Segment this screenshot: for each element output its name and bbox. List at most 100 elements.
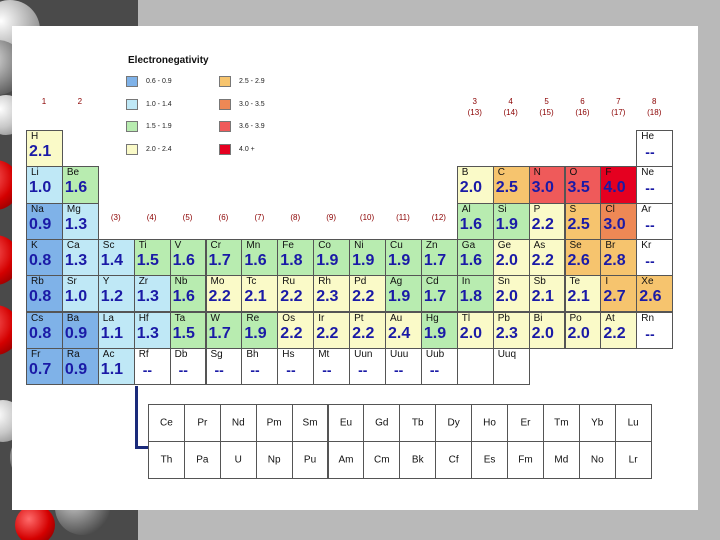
actinide-cell: U — [219, 441, 257, 479]
electronegativity-value: 1.2 — [100, 288, 124, 306]
electronegativity-value: -- — [358, 361, 368, 378]
electronegativity-value: 1.7 — [423, 251, 447, 269]
legend-label: 2.0 - 2.4 — [146, 146, 172, 153]
element-cell: Ba 0.9 — [61, 311, 99, 349]
element-symbol: Hf — [138, 312, 149, 324]
electronegativity-value: 2.2 — [603, 324, 626, 342]
element-cell: Mn 1.6 — [241, 238, 279, 277]
element-symbol: Sr — [66, 276, 77, 288]
element-cell: V 1.6 — [169, 238, 207, 277]
actinide-cell: Fm — [507, 441, 544, 479]
actinide-cell: Bk — [399, 441, 437, 479]
electronegativity-value: 1.9 — [423, 324, 447, 342]
electronegativity-value: 2.7 — [603, 288, 626, 306]
element-cell: Mt -- — [313, 347, 351, 386]
element-symbol: Rn — [641, 312, 655, 324]
electronegativity-value: 2.0 — [495, 288, 518, 306]
element-cell: Tl 2.0 — [456, 311, 494, 349]
electronegativity-value: 1.3 — [64, 215, 88, 233]
group-iupac-number: (13) — [467, 108, 482, 117]
element-cell: Ta 1.5 — [169, 311, 207, 349]
element-cell: Nb 1.6 — [169, 275, 207, 313]
electronegativity-value: 1.0 — [64, 288, 88, 306]
element-cell: Mo 2.2 — [205, 275, 243, 313]
element-cell: F 4.0 — [600, 166, 638, 204]
element-cell: Hf 1.3 — [133, 311, 171, 349]
group-number: (7) — [254, 213, 265, 222]
element-cell: K 0.8 — [26, 238, 63, 277]
electronegativity-value: 2.5 — [567, 215, 590, 233]
electronegativity-value: 1.3 — [64, 251, 88, 269]
electronegativity-value: 2.8 — [603, 251, 626, 269]
element-cell: Pb 2.3 — [492, 311, 530, 349]
electronegativity-value: 2.4 — [388, 324, 411, 342]
element-cell: Rh 2.3 — [313, 275, 351, 313]
legend-label: 0.6 - 0.9 — [146, 78, 172, 85]
element-cell: O 3.5 — [564, 166, 602, 204]
electronegativity-value: 1.9 — [388, 288, 411, 306]
lanthanide-cell: Sm — [291, 404, 329, 442]
element-symbol: Eu — [339, 417, 353, 429]
element-cell: He -- — [636, 130, 674, 168]
element-symbol: S — [569, 203, 577, 215]
lanthanide-cell: Pm — [255, 404, 293, 442]
legend-label: 1.5 - 1.9 — [146, 123, 172, 130]
electronegativity-value: 1.6 — [64, 179, 88, 197]
electronegativity-value: 2.2 — [208, 288, 231, 306]
group-label: (9) — [317, 212, 345, 223]
element-symbol: Y — [102, 276, 110, 288]
actinide-cell: Cf — [435, 441, 473, 479]
electronegativity-value: 1.3 — [136, 324, 159, 342]
electronegativity-value: 1.9 — [352, 251, 375, 269]
electronegativity-value: 2.2 — [531, 251, 554, 269]
actinide-cell: No — [578, 441, 616, 479]
element-cell: Br 2.8 — [600, 238, 638, 277]
group-number: (9) — [326, 213, 337, 222]
electronegativity-value: 1.9 — [316, 251, 339, 269]
element-symbol: Bk — [411, 454, 424, 466]
group-number: (12) — [431, 213, 446, 222]
element-symbol: Cr — [210, 239, 222, 251]
electronegativity-value: 3.5 — [567, 179, 590, 197]
electronegativity-value: 2.0 — [567, 324, 590, 342]
group-label: 3 (13) — [461, 96, 489, 118]
element-cell: Ca 1.3 — [61, 238, 99, 277]
element-symbol: Mg — [66, 203, 81, 215]
group-label: 7 (17) — [604, 96, 632, 118]
electronegativity-value: -- — [178, 361, 188, 378]
element-cell: Sb 2.1 — [528, 275, 566, 313]
element-cell: Be 1.6 — [61, 166, 99, 204]
electronegativity-value: 2.0 — [531, 324, 554, 342]
element-cell: At 2.2 — [600, 311, 638, 349]
element-cell: Uuu -- — [385, 347, 422, 386]
electronegativity-value: 2.3 — [316, 288, 339, 306]
element-cell: Uuq — [492, 347, 530, 386]
element-symbol: Co — [318, 239, 331, 251]
element-symbol: Pb — [497, 312, 510, 324]
lanthanide-cell: Tm — [542, 404, 580, 442]
element-symbol: Zr — [138, 276, 149, 288]
group-iupac-number: (15) — [539, 108, 554, 117]
element-symbol: La — [102, 312, 114, 324]
element-cell: Ne -- — [636, 166, 674, 204]
electronegativity-value: -- — [214, 361, 224, 378]
element-symbol: Pd — [354, 276, 367, 288]
element-symbol: Pm — [266, 417, 282, 429]
electronegativity-value: 2.1 — [244, 288, 267, 306]
element-cell: Uun -- — [349, 347, 386, 386]
element-symbol: Sg — [210, 348, 223, 360]
element-symbol: Xe — [641, 276, 654, 288]
element-symbol: Cu — [390, 239, 403, 251]
legend-swatch — [219, 144, 231, 155]
element-symbol: Si — [497, 203, 507, 215]
element-symbol: Na — [31, 203, 44, 215]
element-cell: Hs -- — [277, 347, 315, 386]
element-symbol: Md — [554, 454, 569, 466]
legend-swatch — [219, 99, 231, 110]
electronegativity-value: 1.9 — [244, 324, 267, 342]
element-symbol: Mn — [246, 239, 261, 251]
element-symbol: Es — [483, 454, 496, 466]
electronegativity-value: 2.2 — [531, 215, 554, 233]
electronegativity-value: 1.7 — [423, 288, 447, 306]
electronegativity-value: 1.6 — [172, 288, 195, 306]
